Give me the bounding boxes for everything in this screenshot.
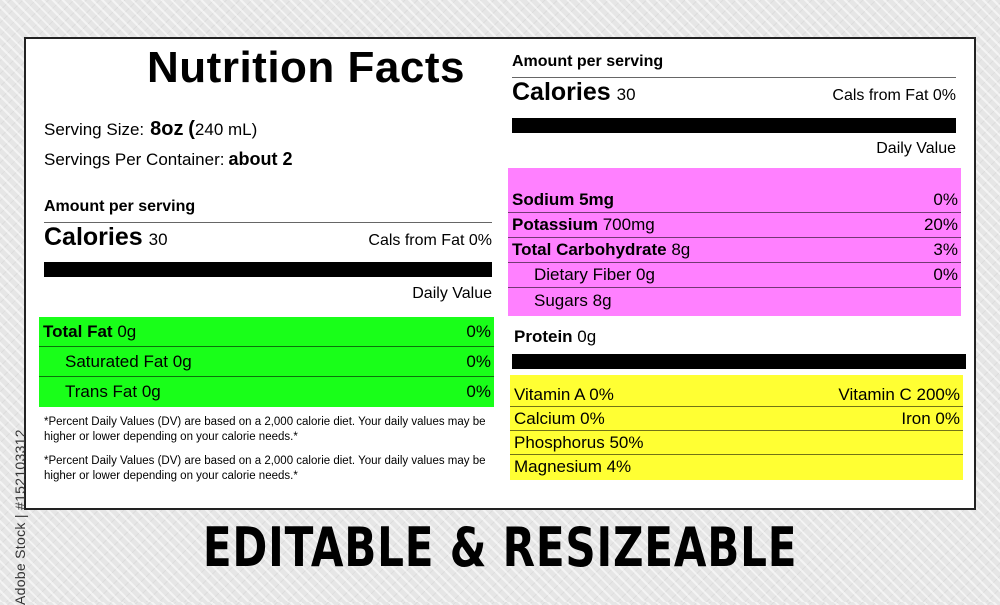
serving-size-paren: ( [188,118,195,140]
left-amount-per-serving: Amount per serving [44,198,196,215]
protein-thick-divider [512,354,966,369]
nutrient-row-label: Potassium 700mg [512,215,655,234]
protein-value: 0g [577,327,597,346]
protein-label: Protein [514,327,573,346]
nutrient-row-sugars: Sugars 8g [508,288,961,313]
nutrient-row-potassium: Potassium 700mg 20% [508,213,961,238]
calcium: Calcium 0% [514,408,605,428]
fat-row-trans-fat: Trans Fat 0g 0% [39,377,494,407]
right-thick-divider [512,118,956,133]
footnote-1: *Percent Daily Values (DV) are based on … [44,416,486,443]
right-amount-per-serving: Amount per serving [512,53,664,70]
nutrient-row-dietary-fiber: Dietary Fiber 0g 0% [508,263,961,288]
nutrient-row-pct: 3% [933,240,958,259]
left-calories-label: Calories [44,223,143,251]
nutrient-row-pct: 0% [933,190,958,209]
nutrient-row-label: Dietary Fiber 0g [534,265,655,284]
vitamin-row: Phosphorus 50% [510,431,963,455]
serving-size-ml: 240 mL) [194,120,258,139]
servings-per-container-value: about 2 [228,149,293,169]
vitamin-a: Vitamin A 0% [514,384,614,404]
vitamin-block: Vitamin A 0% Vitamin C 200% Calcium 0% I… [510,375,963,480]
left-calories: Calories 30 [44,223,168,252]
left-daily-value-header: Daily Value [412,285,492,302]
right-daily-value-header: Daily Value [876,140,956,157]
phosphorus: Phosphorus 50% [514,432,644,452]
nutrient-row-total-carbohydrate: Total Carbohydrate 8g 3% [508,238,961,263]
left-calories-value: 30 [148,230,168,249]
serving-size: Serving Size: 8oz (240 mL) [44,118,257,141]
right-calories-row: Calories 30 Cals from Fat 0% [512,77,956,116]
vitamin-row: Calcium 0% Iron 0% [510,407,963,431]
footnote-2: *Percent Daily Values (DV) are based on … [44,455,486,482]
fat-row-saturated-fat: Saturated Fat 0g 0% [39,347,494,377]
right-calories-value: 30 [616,85,636,104]
nutrient-row-label: Sugars 8g [534,290,612,310]
left-thick-divider [44,262,492,277]
right-cals-from-fat: Cals from Fat 0% [832,87,956,104]
vitamin-c: Vitamin C 200% [838,384,960,404]
nutrition-label: Nutrition Facts Serving Size: 8oz (240 mL… [24,37,976,510]
fat-row-label: Saturated Fat 0g [65,351,192,371]
fat-block: Total Fat 0g 0% Saturated Fat 0g 0% Tran… [39,317,494,407]
servings-per-container-label: Servings Per Container: [44,150,225,169]
label-title: Nutrition Facts [147,43,465,92]
serving-size-label: Serving Size: [44,120,145,139]
nutrient-row-label: Total Carbohydrate 8g [512,240,691,259]
vitamin-row: Vitamin A 0% Vitamin C 200% [510,383,963,407]
mineral-block: Sodium 5mg 0% Potassium 700mg 20% Total … [508,168,961,316]
iron: Iron 0% [901,408,960,428]
right-calories-label: Calories [512,78,611,106]
nutrient-row-pct: 0% [933,265,958,284]
left-calories-row: Calories 30 Cals from Fat 0% [44,222,492,261]
servings-per-container: Servings Per Container: about 2 [44,149,293,170]
fat-row-pct: 0% [466,321,491,341]
fat-row-pct: 0% [466,382,491,401]
banner-text: EDITABLE & RESIZEABLE [202,516,798,579]
nutrient-row-pct: 20% [923,215,958,234]
protein-row: Protein 0g [514,327,596,347]
nutrient-row-sodium: Sodium 5mg 0% [508,188,961,213]
fat-row-pct: 0% [466,351,491,371]
vitamin-row: Magnesium 4% [510,455,963,479]
magnesium: Magnesium 4% [514,457,632,476]
left-cals-from-fat: Cals from Fat 0% [368,232,492,249]
fat-row-total-fat: Total Fat 0g 0% [39,317,494,347]
nutrient-row-label: Sodium 5mg [512,190,615,209]
fat-row-label: Total Fat 0g [43,321,137,341]
fat-row-label: Trans Fat 0g [65,382,161,401]
serving-size-value: 8oz [150,118,184,140]
right-calories: Calories 30 [512,78,636,107]
